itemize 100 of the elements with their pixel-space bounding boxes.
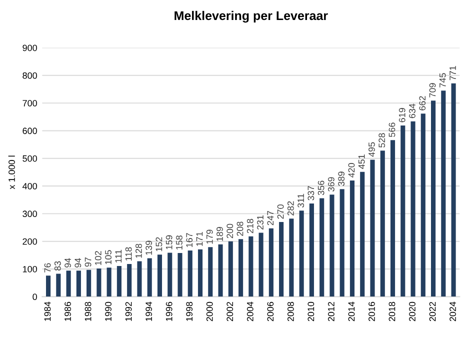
data-label: 152 (156, 237, 162, 252)
data-label: 771 (450, 66, 456, 80)
x-tick-label: 1988 (84, 302, 92, 321)
bar (299, 210, 304, 297)
data-label: 97 (84, 257, 92, 267)
x-tick-label: 1986 (64, 302, 71, 321)
y-tick-label: 0 (32, 294, 37, 300)
bar (420, 114, 426, 297)
data-label: 189 (216, 226, 223, 241)
bar (320, 198, 324, 297)
y-tick-label: 500 (22, 155, 37, 162)
data-label: 139 (146, 240, 152, 255)
y-tick-label: 300 (22, 210, 37, 218)
data-label: 171 (196, 232, 203, 246)
bar (228, 241, 233, 297)
data-label: 451 (358, 154, 365, 169)
bar (238, 239, 244, 297)
bar (188, 250, 192, 297)
data-label: 369 (328, 177, 334, 192)
data-label: 634 (409, 104, 416, 118)
data-label: 311 (298, 194, 304, 208)
data-label: 111 (115, 250, 122, 263)
x-tick-label: 2008 (287, 302, 294, 322)
bar (147, 258, 152, 297)
x-tick-label: 2014 (348, 302, 355, 322)
bar (451, 83, 456, 297)
bar (178, 252, 182, 297)
x-tick-label: 1990 (105, 302, 112, 321)
bar (96, 268, 102, 297)
x-tick-label: 2020 (409, 302, 416, 322)
bar (116, 266, 122, 297)
data-label: 94 (74, 258, 82, 268)
data-label: 745 (440, 73, 446, 88)
bar (248, 236, 254, 297)
y-tick-label: 700 (22, 100, 37, 106)
x-tick-label: 2022 (429, 302, 436, 322)
y-tick-label: 100 (22, 266, 37, 272)
data-label: 218 (246, 218, 254, 234)
data-label: 389 (338, 172, 345, 186)
bar (86, 270, 92, 297)
data-label: 270 (277, 204, 284, 219)
bar (66, 270, 71, 297)
data-label: 118 (125, 247, 132, 261)
bar (127, 264, 132, 297)
bar (208, 247, 213, 297)
data-label: 83 (54, 261, 61, 271)
x-tick-label: 1998 (186, 302, 193, 321)
bar (400, 125, 406, 297)
bar (441, 90, 446, 297)
data-label: 619 (398, 108, 406, 122)
x-tick-label: 2004 (246, 302, 254, 322)
y-tick-label: 600 (22, 128, 37, 134)
bar (157, 254, 162, 297)
x-tick-label: 2010 (308, 302, 314, 322)
data-label: 159 (166, 235, 172, 250)
x-tick-label: 2012 (328, 302, 334, 322)
data-label: 566 (388, 122, 396, 137)
x-tick-label: 1994 (146, 302, 152, 321)
x-tick-label: 2002 (226, 302, 234, 322)
data-label: 709 (429, 83, 436, 98)
bar (340, 189, 344, 297)
bar (258, 232, 264, 297)
bar (380, 150, 385, 297)
bar (268, 228, 274, 297)
y-tick-label: 900 (22, 44, 37, 52)
data-label: 662 (419, 96, 426, 110)
bar (370, 160, 375, 297)
data-label: 200 (226, 224, 234, 238)
data-label: 495 (368, 142, 375, 157)
y-tick-label: 400 (22, 183, 37, 190)
x-tick-label: 2006 (267, 302, 274, 322)
y-tick-label: 200 (22, 238, 37, 245)
bar (350, 180, 355, 297)
data-label: 179 (206, 230, 213, 244)
bar (137, 261, 142, 297)
data-label: 94 (64, 258, 71, 268)
bar (168, 252, 172, 297)
bar (279, 222, 284, 297)
x-tick-label: 2000 (206, 302, 213, 322)
data-label: 158 (176, 236, 182, 250)
bar (106, 268, 112, 297)
data-label: 356 (318, 180, 324, 196)
bar (390, 140, 396, 297)
x-tick-label: 1992 (125, 302, 132, 321)
bar (309, 203, 314, 297)
data-label: 420 (348, 163, 355, 178)
bar (410, 121, 416, 297)
bar (431, 100, 436, 297)
bar (46, 276, 51, 297)
x-tick-label: 2016 (368, 302, 375, 322)
data-label: 282 (287, 201, 294, 216)
y-tick-label: 800 (22, 72, 37, 79)
x-tick-label: 1996 (166, 302, 172, 321)
data-label: 105 (105, 250, 112, 264)
bar (289, 218, 294, 297)
data-label: 128 (136, 244, 142, 258)
x-tick-label: 2018 (388, 302, 396, 322)
y-axis-title: x 1.000 l (8, 156, 15, 190)
bar (360, 172, 365, 297)
data-label: 528 (378, 133, 386, 148)
